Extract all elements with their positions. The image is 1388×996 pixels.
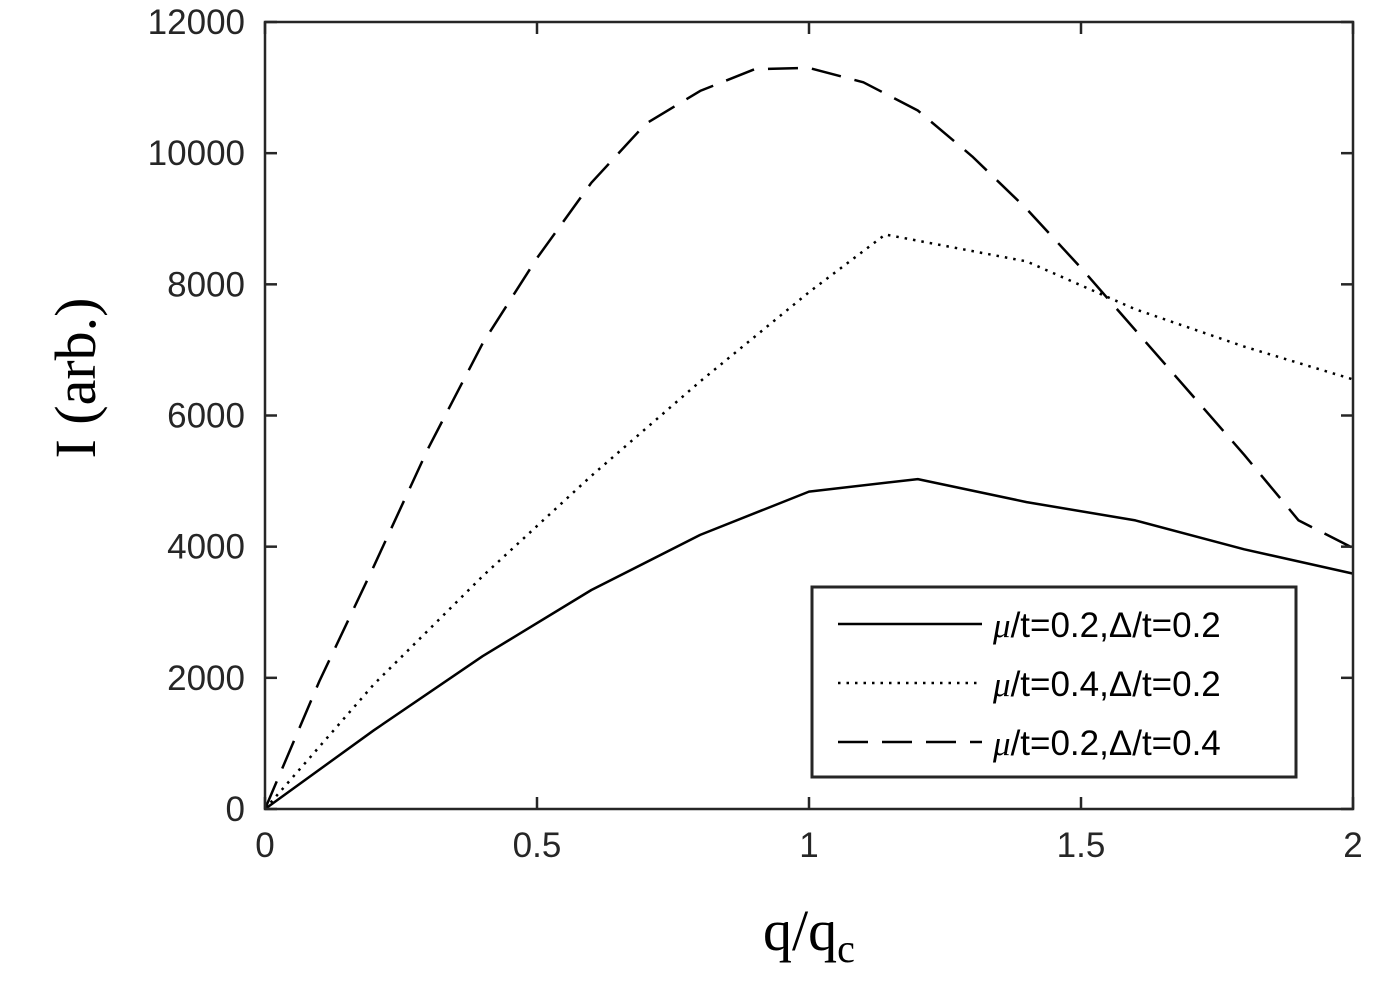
y-tick-label: 2000 — [167, 659, 245, 698]
series-line-solid — [264, 477, 1354, 811]
legend: μ/t=0.2,Δ/t=0.2 μ/t=0.4,Δ/t=0.2 μ/t=0.2,… — [810, 585, 1298, 779]
legend-label-2-mu: μ — [992, 665, 1011, 704]
x-axis-title-main: q/q — [763, 898, 837, 963]
y-axis-title: I (arb.) — [43, 297, 108, 458]
y-tick-label: 10000 — [148, 134, 245, 173]
y-tick-label: 12000 — [148, 3, 245, 42]
legend-label-3-mu: μ — [992, 724, 1011, 763]
legend-label-1-rest: /t=0.2,Δ/t=0.2 — [1011, 606, 1221, 645]
series-line-dotted — [264, 233, 1354, 810]
y-tick-label: 6000 — [167, 397, 245, 436]
series-layer — [263, 66, 1354, 811]
legend-label-1-mu: μ — [992, 606, 1011, 645]
x-tick-label: 1.5 — [1057, 826, 1106, 865]
tick-layer: 0 0.5 1 1.5 2 0 2000 4000 6000 8000 10000 12000 — [148, 3, 1363, 865]
legend-label-3: μ/t=0.2,Δ/t=0.4 — [992, 724, 1221, 763]
x-tick-label: 0.5 — [513, 826, 562, 865]
x-tick-label: 1 — [799, 826, 818, 865]
y-tick-label: 8000 — [167, 265, 245, 304]
x-axis-title: q/qc — [763, 898, 855, 971]
y-tick-label: 0 — [226, 790, 245, 829]
x-axis-title-subscript: c — [837, 926, 855, 971]
legend-label-2: μ/t=0.4,Δ/t=0.2 — [992, 665, 1221, 704]
y-tick-label: 4000 — [167, 528, 245, 567]
legend-box — [810, 585, 1298, 779]
legend-label-3-rest: /t=0.2,Δ/t=0.4 — [1011, 724, 1221, 763]
legend-label-2-rest: /t=0.4,Δ/t=0.2 — [1011, 665, 1221, 704]
x-tick-label: 2 — [1343, 826, 1362, 865]
legend-label-1: μ/t=0.2,Δ/t=0.2 — [992, 606, 1221, 645]
x-tick-label: 0 — [255, 826, 274, 865]
